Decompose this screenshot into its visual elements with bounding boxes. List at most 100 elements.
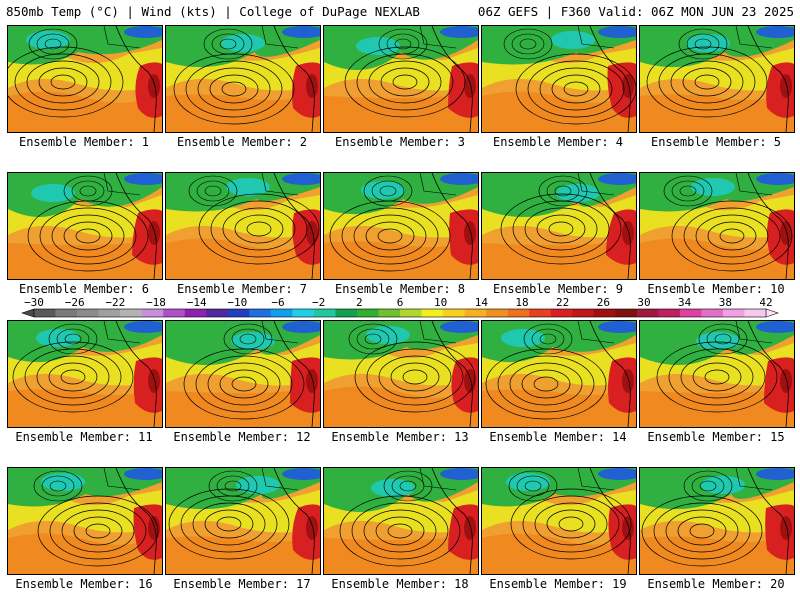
contour-line — [522, 495, 620, 553]
ensemble-map-panel — [165, 320, 321, 428]
contour-line — [341, 207, 439, 265]
contour-line — [677, 516, 727, 546]
contour-line — [363, 175, 413, 207]
ensemble-map — [640, 26, 794, 132]
ensemble-map-panel — [639, 320, 795, 428]
contour-line — [641, 495, 763, 567]
arctic-cold-pocket — [282, 321, 320, 333]
contour-line — [60, 369, 86, 385]
contour-line — [686, 33, 720, 55]
contour-line — [682, 67, 732, 97]
south-warm-band — [640, 387, 794, 427]
colorbar-swatch — [658, 309, 681, 317]
cold-pocket — [696, 332, 740, 350]
contour-line — [196, 180, 230, 202]
contour-line — [387, 523, 413, 539]
border-line — [419, 173, 457, 196]
contour-line — [351, 502, 449, 560]
ensemble-map — [324, 468, 478, 574]
contour-line — [516, 475, 550, 497]
cold-pocket — [551, 31, 595, 49]
contour-line — [719, 228, 745, 244]
contour-line — [198, 193, 320, 265]
arctic-cold-pocket — [756, 321, 794, 333]
cold-pocket — [36, 329, 80, 347]
colorbar-swatch — [593, 309, 616, 317]
hot-core — [464, 74, 476, 98]
contour-line — [533, 376, 559, 392]
ensemble-map — [482, 321, 636, 427]
contour-line — [28, 28, 78, 60]
ensemble-map — [640, 173, 794, 279]
contour-line — [75, 228, 101, 244]
contour-line — [515, 53, 636, 125]
contour-line — [558, 516, 584, 532]
south-warm-band — [324, 386, 478, 427]
contour-line — [390, 362, 440, 392]
contour-line — [538, 175, 588, 207]
contour-line — [695, 214, 769, 258]
ensemble-member-label: Ensemble Member: 7 — [176, 282, 308, 296]
hot-core — [464, 516, 476, 540]
coastline — [589, 26, 631, 132]
contour-line — [185, 60, 283, 118]
hot-core — [622, 221, 634, 245]
colorbar-swatch — [77, 309, 99, 317]
colorbar-swatch — [98, 309, 121, 317]
contour-line — [208, 470, 258, 502]
border-line — [261, 173, 299, 196]
contour-line — [79, 185, 97, 197]
contour-line — [204, 509, 254, 539]
coastline — [747, 468, 789, 574]
contour-line — [548, 221, 574, 237]
colorbar-swatch — [141, 309, 164, 317]
hot-core — [306, 74, 318, 98]
contour-line — [197, 67, 271, 111]
contour-line — [50, 74, 76, 90]
border-line — [577, 321, 615, 344]
contour-line — [37, 495, 159, 567]
contour-line — [48, 362, 98, 392]
model-run-info: 06Z GEFS | F360 Valid: 06Z MON JUN 23 20… — [477, 4, 794, 19]
contour-line — [63, 221, 113, 251]
border-line — [419, 321, 457, 344]
contour-line — [8, 46, 124, 118]
contour-line — [56, 328, 90, 350]
contour-line — [707, 221, 757, 251]
colorbar-swatch — [356, 309, 379, 317]
contour-line — [646, 46, 768, 118]
ensemble-member-label: Ensemble Member: 4 — [492, 135, 624, 149]
cold-pocket — [226, 178, 270, 196]
arctic-cold-pocket — [598, 26, 636, 38]
hot-core — [622, 516, 634, 540]
contour-line — [510, 488, 632, 560]
ensemble-map-panel — [323, 320, 479, 428]
contour-line — [363, 509, 437, 553]
contour-line — [383, 470, 433, 502]
colorbar-swatch — [313, 309, 336, 317]
contour-line — [698, 323, 748, 355]
contour-line — [508, 470, 558, 502]
contour-line — [680, 355, 754, 399]
south-warm-band — [640, 92, 794, 132]
ensemble-map — [640, 468, 794, 574]
ensemble-member-label: Ensemble Member: 20 — [647, 577, 785, 591]
contour-line — [219, 369, 269, 399]
contour-line — [49, 480, 67, 492]
ensemble-map-panel — [639, 25, 795, 133]
contour-line — [386, 33, 420, 55]
arctic-cold-pocket — [282, 173, 320, 185]
ensemble-member-label: Ensemble Member: 6 — [18, 282, 150, 296]
colorbar-swatch — [206, 309, 229, 317]
colorbar-swatch — [679, 309, 702, 317]
hot-core — [148, 221, 160, 245]
cold-pocket — [501, 329, 545, 347]
arctic-cold-pocket — [124, 26, 162, 38]
contour-line — [207, 362, 281, 406]
contour-line — [714, 333, 732, 345]
coastline — [589, 173, 631, 279]
colorbar-swatch — [249, 309, 272, 317]
hot-core — [780, 369, 792, 393]
contour-line — [692, 362, 742, 392]
colorbar-tick-label: −2 — [312, 296, 325, 309]
